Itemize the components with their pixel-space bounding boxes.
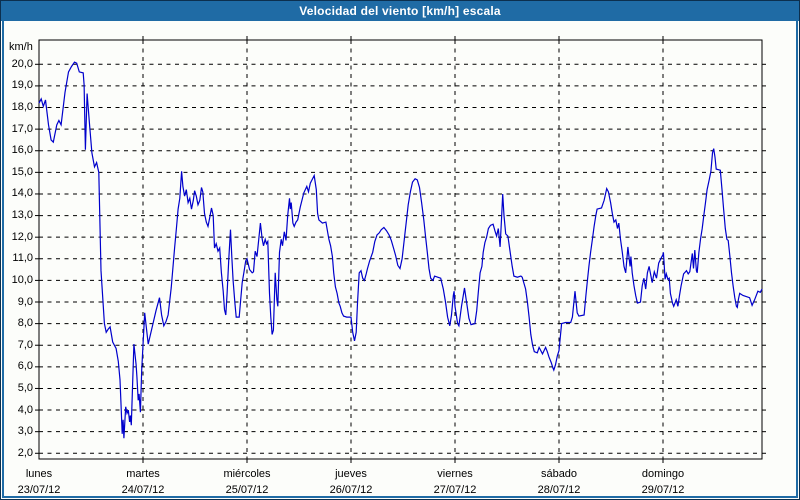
y-tick-label: 14,0: [11, 187, 33, 200]
x-axis-day-name: lunes: [25, 468, 53, 480]
x-axis-date: 26/07/12: [329, 484, 373, 496]
y-tick-label: 17,0: [11, 122, 33, 135]
x-axis-day-name: miércoles: [223, 468, 271, 480]
y-axis-unit-label: km/h: [9, 41, 33, 53]
wind-speed-plot-area: [35, 36, 766, 463]
y-tick-label: 7,0: [17, 338, 33, 351]
y-tick-label: 3,0: [17, 425, 33, 438]
x-axis-date: 24/07/12: [121, 484, 165, 496]
y-tick-label: 8,0: [17, 317, 33, 330]
plot-border: [38, 39, 763, 460]
x-axis-day-name: jueves: [335, 468, 367, 480]
y-tick-label: 6,0: [17, 360, 33, 373]
x-axis-day-name: sábado: [540, 468, 578, 480]
y-tick-label: 9,0: [17, 295, 33, 308]
y-tick-label: 4,0: [17, 403, 33, 416]
y-tick-label: 15,0: [11, 165, 33, 178]
chart-title-bar: Velocidad del viento [km/h] escala: [1, 1, 799, 21]
y-tick-label: 10,0: [11, 273, 33, 286]
x-axis-day-name: domingo: [641, 468, 685, 480]
y-tick-label: 11,0: [12, 252, 33, 265]
y-tick-label: 19,0: [11, 79, 33, 92]
wind-speed-line: [38, 61, 763, 439]
x-axis-date: 23/07/12: [17, 484, 61, 496]
x-axis-date: 25/07/12: [225, 484, 269, 496]
x-axis-date: 28/07/12: [537, 484, 581, 496]
y-tick-label: 2,0: [17, 446, 33, 459]
x-axis-date: 29/07/12: [641, 484, 685, 496]
y-tick-label: 5,0: [17, 381, 33, 394]
x-axis-date: 27/07/12: [433, 484, 477, 496]
x-axis-day-name: viernes: [437, 468, 473, 480]
x-axis-day-name: martes: [126, 468, 160, 480]
y-tick-label: 20,0: [11, 57, 33, 70]
y-tick-label: 18,0: [11, 101, 33, 114]
y-tick-label: 12,0: [11, 230, 33, 243]
chart-title: Velocidad del viento [km/h] escala: [299, 4, 501, 18]
y-tick-label: 13,0: [11, 209, 33, 222]
y-tick-label: 16,0: [11, 144, 33, 157]
